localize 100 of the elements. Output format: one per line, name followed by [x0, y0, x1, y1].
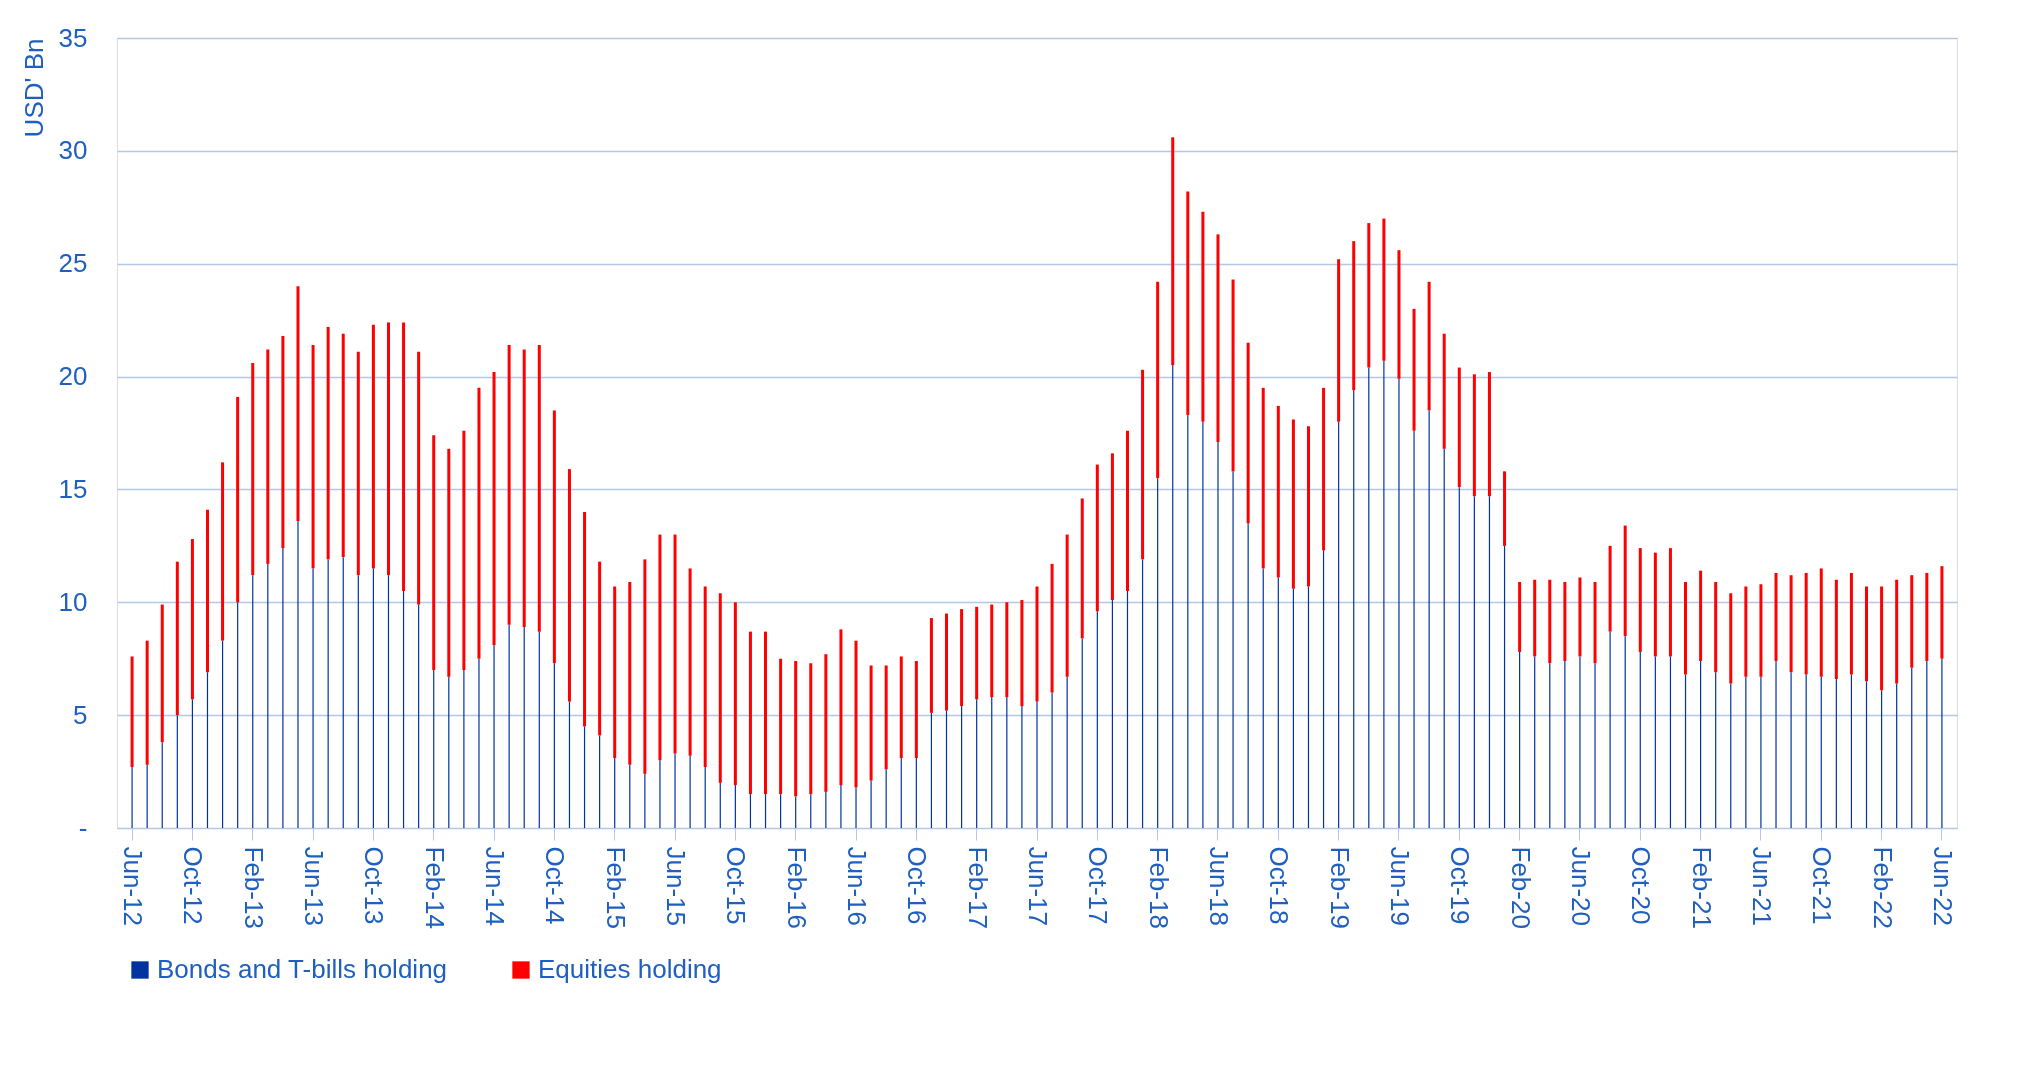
x-tick-label: Oct-20	[1626, 846, 1657, 925]
bar	[1880, 586, 1884, 691]
bar	[824, 654, 828, 792]
x-tick-label: Feb-22	[1867, 846, 1898, 929]
x-tick-label: Oct-13	[359, 846, 390, 925]
bar	[1789, 575, 1793, 673]
bar	[794, 660, 798, 797]
bar	[809, 663, 813, 795]
bar	[975, 606, 979, 700]
bar	[1005, 602, 1009, 698]
bar	[748, 631, 752, 795]
x-tick-label: Oct-21	[1807, 846, 1838, 925]
bar	[160, 604, 164, 743]
bar	[914, 660, 918, 759]
bar	[1834, 579, 1838, 680]
bar	[1744, 586, 1748, 677]
bar	[1276, 405, 1280, 578]
bar	[1246, 342, 1250, 524]
bar	[1352, 241, 1356, 391]
bar	[1367, 223, 1371, 368]
bar	[1518, 581, 1522, 652]
bar	[1548, 579, 1552, 664]
bar	[1457, 367, 1461, 488]
bar	[311, 344, 315, 569]
bar	[1895, 579, 1899, 684]
bar	[733, 602, 737, 786]
bar	[326, 326, 330, 560]
bar	[688, 568, 692, 756]
bar	[1578, 577, 1582, 657]
bar	[945, 613, 949, 711]
bar	[779, 658, 783, 795]
y-tick-label: 30	[58, 135, 88, 166]
bar	[236, 396, 240, 603]
bar	[1623, 525, 1627, 637]
bar	[1699, 570, 1703, 661]
bar	[1804, 572, 1808, 675]
bar	[432, 435, 436, 670]
bar	[205, 509, 209, 673]
y-axis-title: USD' Bn	[18, 38, 49, 138]
bar	[1684, 581, 1688, 675]
bar	[1382, 218, 1386, 361]
bar	[1593, 581, 1597, 664]
bar	[1563, 581, 1567, 661]
bar	[703, 586, 707, 768]
bar	[1171, 137, 1175, 366]
bar	[990, 604, 994, 698]
y-tick-label: 20	[58, 361, 88, 392]
bar	[1865, 586, 1869, 682]
x-tick-label: Jun-16	[842, 846, 873, 926]
bar	[1216, 234, 1220, 443]
bar	[402, 322, 406, 591]
bar	[1020, 600, 1024, 707]
bar	[1638, 548, 1642, 652]
bar	[1201, 211, 1205, 422]
bar	[1533, 579, 1537, 657]
bar	[296, 286, 300, 522]
bar	[130, 656, 134, 768]
bar	[1472, 374, 1476, 497]
bar	[960, 609, 964, 707]
bar	[673, 534, 677, 754]
x-tick-label: Oct-19	[1445, 846, 1476, 925]
bar	[281, 335, 285, 549]
x-tick-label: Jun-14	[480, 846, 511, 926]
bar	[583, 512, 587, 727]
bar	[1291, 419, 1295, 589]
bar	[869, 665, 873, 781]
bar	[1231, 279, 1235, 472]
x-tick-label: Jun-20	[1565, 846, 1596, 926]
bar	[764, 631, 768, 795]
bar	[1186, 191, 1190, 415]
x-tick-label: Jun-22	[1927, 846, 1958, 926]
bar	[1925, 572, 1929, 661]
y-tick-label: 25	[58, 248, 88, 279]
x-tick-label: Feb-20	[1505, 846, 1536, 929]
bar	[884, 665, 888, 770]
bar	[1729, 593, 1733, 684]
x-tick-label: Jun-12	[118, 846, 149, 926]
bar	[507, 344, 511, 625]
x-tick-label: Feb-15	[600, 846, 631, 929]
bar	[718, 593, 722, 783]
bar	[522, 349, 526, 628]
bar	[1141, 369, 1145, 560]
bar	[1397, 250, 1401, 379]
legend-label: Equities holding	[538, 954, 722, 984]
bar	[341, 333, 345, 558]
x-tick-label: Oct-18	[1264, 846, 1295, 925]
bar	[628, 581, 632, 765]
bar	[1050, 563, 1054, 693]
bar	[1412, 308, 1416, 431]
bar	[1608, 545, 1612, 632]
bar	[1503, 471, 1507, 546]
x-tick-label: Oct-16	[902, 846, 933, 925]
bar	[371, 324, 375, 569]
x-tick-label: Jun-21	[1746, 846, 1777, 926]
bar	[1849, 572, 1853, 675]
y-tick-label: 15	[58, 473, 88, 504]
bar	[929, 618, 933, 713]
bar	[613, 586, 617, 759]
x-tick-label: Feb-16	[781, 846, 812, 929]
bar	[462, 430, 466, 670]
